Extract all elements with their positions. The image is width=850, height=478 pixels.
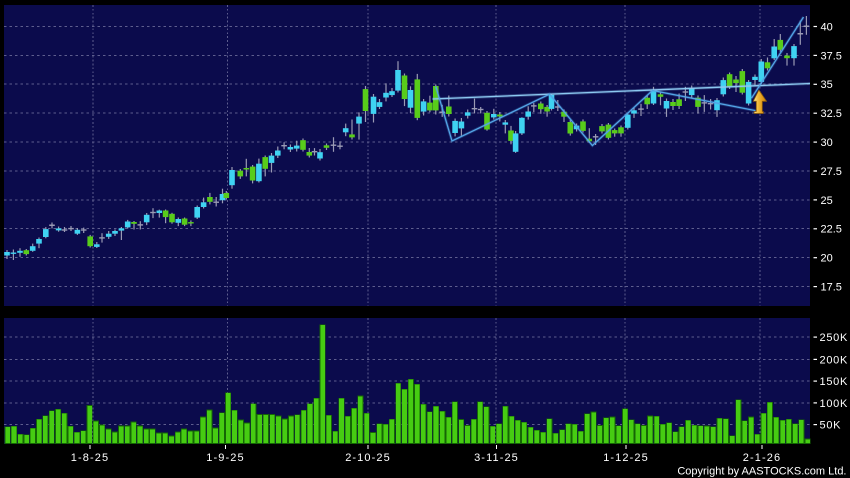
svg-text:25: 25 <box>821 195 833 207</box>
svg-text:20: 20 <box>821 253 833 265</box>
svg-text:1-9-25: 1-9-25 <box>206 452 244 464</box>
svg-text:2-1-26: 2-1-26 <box>743 452 781 464</box>
svg-text:27.5: 27.5 <box>821 166 842 178</box>
svg-text:32.5: 32.5 <box>821 108 842 120</box>
svg-text:250K: 250K <box>820 332 849 344</box>
svg-text:150K: 150K <box>820 376 849 388</box>
svg-text:Copyright by AASTOCKS.com Ltd.: Copyright by AASTOCKS.com Ltd. <box>677 466 846 478</box>
svg-text:17.5: 17.5 <box>821 282 842 294</box>
svg-text:40: 40 <box>821 21 833 33</box>
svg-text:1-8-25: 1-8-25 <box>71 452 109 464</box>
svg-text:22.5: 22.5 <box>821 224 842 236</box>
svg-text:100K: 100K <box>820 398 849 410</box>
svg-text:30: 30 <box>821 137 833 149</box>
svg-text:37.5: 37.5 <box>821 50 842 62</box>
svg-text:2-10-25: 2-10-25 <box>345 452 391 464</box>
svg-text:200K: 200K <box>820 355 849 367</box>
svg-text:50K: 50K <box>820 420 842 432</box>
svg-text:1-12-25: 1-12-25 <box>603 452 649 464</box>
svg-text:35: 35 <box>821 79 833 91</box>
svg-text:3-11-25: 3-11-25 <box>474 452 519 464</box>
